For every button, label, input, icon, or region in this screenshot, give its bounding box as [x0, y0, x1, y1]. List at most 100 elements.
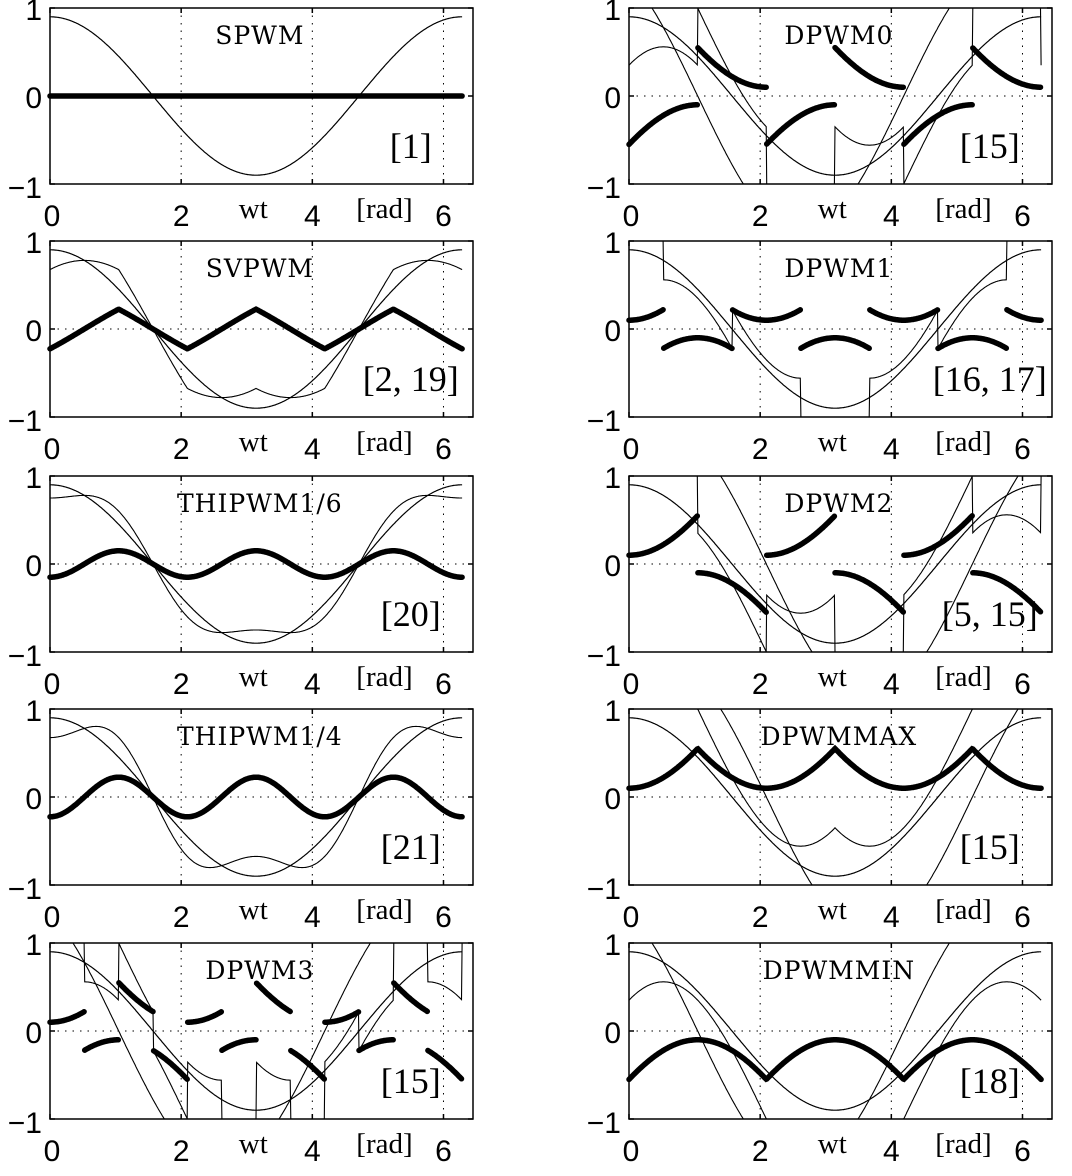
x-axis-unit: [rad] [356, 426, 412, 458]
x-tick-label: 4 [304, 901, 321, 934]
x-axis-label: wt [818, 1128, 847, 1160]
y-tick-label: 0 [604, 550, 621, 583]
reference-line [629, 951, 1042, 1111]
x-axis-label: wt [818, 426, 847, 458]
modulating-line [50, 494, 463, 634]
reference-line [50, 16, 463, 176]
plot-area: 10−10 2 4 6wt [rad]DPWM3[15] [8, 929, 474, 1168]
citation-label: [16, 17] [933, 359, 1047, 399]
reference-line [50, 484, 463, 644]
zero-sequence-line [626, 513, 1044, 615]
plot-area: 10−10 2 4 6wt [rad]DPWM0[15] [587, 0, 1053, 233]
y-tick-label: 0 [25, 550, 42, 583]
y-tick-label: −1 [587, 640, 621, 673]
x-tick-label: 6 [435, 433, 452, 466]
x-tick-label: 4 [883, 901, 900, 934]
y-tick-label: 0 [25, 315, 42, 348]
y-tick-label: −1 [587, 1107, 621, 1140]
y-tick-label: 1 [25, 0, 42, 27]
x-tick-label: 2 [752, 433, 769, 466]
x-tick-label: 0 [623, 200, 640, 233]
series [47, 717, 465, 877]
x-axis-label: wt [239, 661, 268, 693]
x-tick-label: 0 [44, 433, 61, 466]
x-axis-label: wt [239, 894, 268, 926]
x-tick-label: 2 [752, 200, 769, 233]
zero-sequence-line [626, 306, 1044, 352]
panel-svpwm: 1 0 −1 0 2 4 6 wt [rad] SVPWM [2, 19] [0, 227, 536, 467]
x-axis-label: wt [239, 426, 268, 458]
panel-thipwm14: 1 0 −1 0 2 4 6 wt [rad] THIPWM1/4 [21] [0, 695, 536, 935]
panel-title: DPWM2 [784, 489, 893, 518]
citation-label: [2, 19] [363, 359, 459, 399]
x-tick-label: 4 [304, 200, 321, 233]
x-tick-label: 2 [173, 200, 190, 233]
y-tick-label: −1 [8, 873, 42, 906]
x-tick-label: 6 [435, 901, 452, 934]
x-tick-label: 2 [173, 433, 190, 466]
x-axis-unit: [rad] [935, 1128, 991, 1160]
panel-title: SPWM [215, 21, 304, 50]
plot-area: 10−10 2 4 6wt [rad]DPWM1[16, 17] [587, 227, 1053, 466]
plot-area: 10−10 2 4 6wt [rad]DPWMMIN[18] [587, 929, 1053, 1168]
plot-area: 10−10 2 4 6wt [rad]SPWM[1] [8, 0, 474, 233]
panel-title: DPWM3 [205, 956, 314, 985]
series [626, 240, 1044, 418]
grid [50, 241, 473, 417]
x-tick-label: 4 [304, 668, 321, 701]
series [47, 249, 465, 409]
panel-thipwm16: 1 0 −1 0 2 4 6 wt [rad] THIPWM1/6 [20] [0, 462, 536, 702]
x-axis-unit: [rad] [356, 1128, 412, 1160]
y-tick-label: −1 [8, 640, 42, 673]
y-tick-label: 0 [604, 82, 621, 115]
x-axis-label: wt [239, 193, 268, 225]
y-tick-label: −1 [8, 172, 42, 205]
x-axis-unit: [rad] [935, 426, 991, 458]
x-axis-unit: [rad] [935, 193, 991, 225]
x-tick-label: 6 [1014, 433, 1031, 466]
y-tick-label: −1 [587, 405, 621, 438]
x-tick-label: 6 [1014, 901, 1031, 934]
citation-label: [21] [381, 827, 441, 867]
x-axis-label: wt [818, 661, 847, 693]
x-tick-label: 2 [173, 668, 190, 701]
series [47, 16, 465, 176]
grid [50, 476, 473, 652]
panel-title: DPWM1 [784, 254, 893, 283]
citation-label: [18] [960, 1061, 1020, 1101]
citation-label: [15] [381, 1061, 441, 1101]
x-axis-unit: [rad] [935, 661, 991, 693]
y-tick-label: −1 [587, 873, 621, 906]
y-tick-label: 1 [604, 0, 621, 27]
x-tick-label: 0 [44, 668, 61, 701]
y-tick-label: 0 [604, 783, 621, 816]
y-tick-label: 0 [25, 783, 42, 816]
reference-line [50, 249, 463, 409]
y-tick-label: 1 [25, 929, 42, 962]
plot-area: 10−10 2 4 6wt [rad]THIPWM1/4[21] [8, 695, 474, 934]
x-axis-unit: [rad] [356, 894, 412, 926]
x-tick-label: 6 [1014, 200, 1031, 233]
panel-dpwmmax: 1 0 −1 0 2 4 6 wt [rad] DPWMMAX [15] [579, 695, 1072, 935]
citation-label: [15] [960, 126, 1020, 166]
x-tick-label: 2 [752, 901, 769, 934]
y-tick-label: 1 [25, 227, 42, 260]
series [47, 484, 465, 644]
x-tick-label: 6 [435, 1135, 452, 1168]
x-tick-label: 0 [623, 1135, 640, 1168]
plot-area: 10−10 2 4 6wt [rad]DPWM2[5, 15] [587, 462, 1053, 701]
x-axis-label: wt [239, 1128, 268, 1160]
x-tick-label: 4 [883, 200, 900, 233]
grid [50, 943, 473, 1119]
x-axis-label: wt [818, 894, 847, 926]
y-tick-label: −1 [8, 405, 42, 438]
grid [50, 709, 473, 885]
panel-title: DPWMMIN [763, 956, 916, 985]
zero-sequence-line [47, 774, 465, 820]
citation-label: [5, 15] [942, 594, 1038, 634]
x-tick-label: 6 [435, 668, 452, 701]
x-tick-label: 0 [623, 433, 640, 466]
zero-sequence-line [626, 44, 1044, 148]
x-axis-unit: [rad] [356, 193, 412, 225]
zero-sequence-line [47, 548, 465, 580]
